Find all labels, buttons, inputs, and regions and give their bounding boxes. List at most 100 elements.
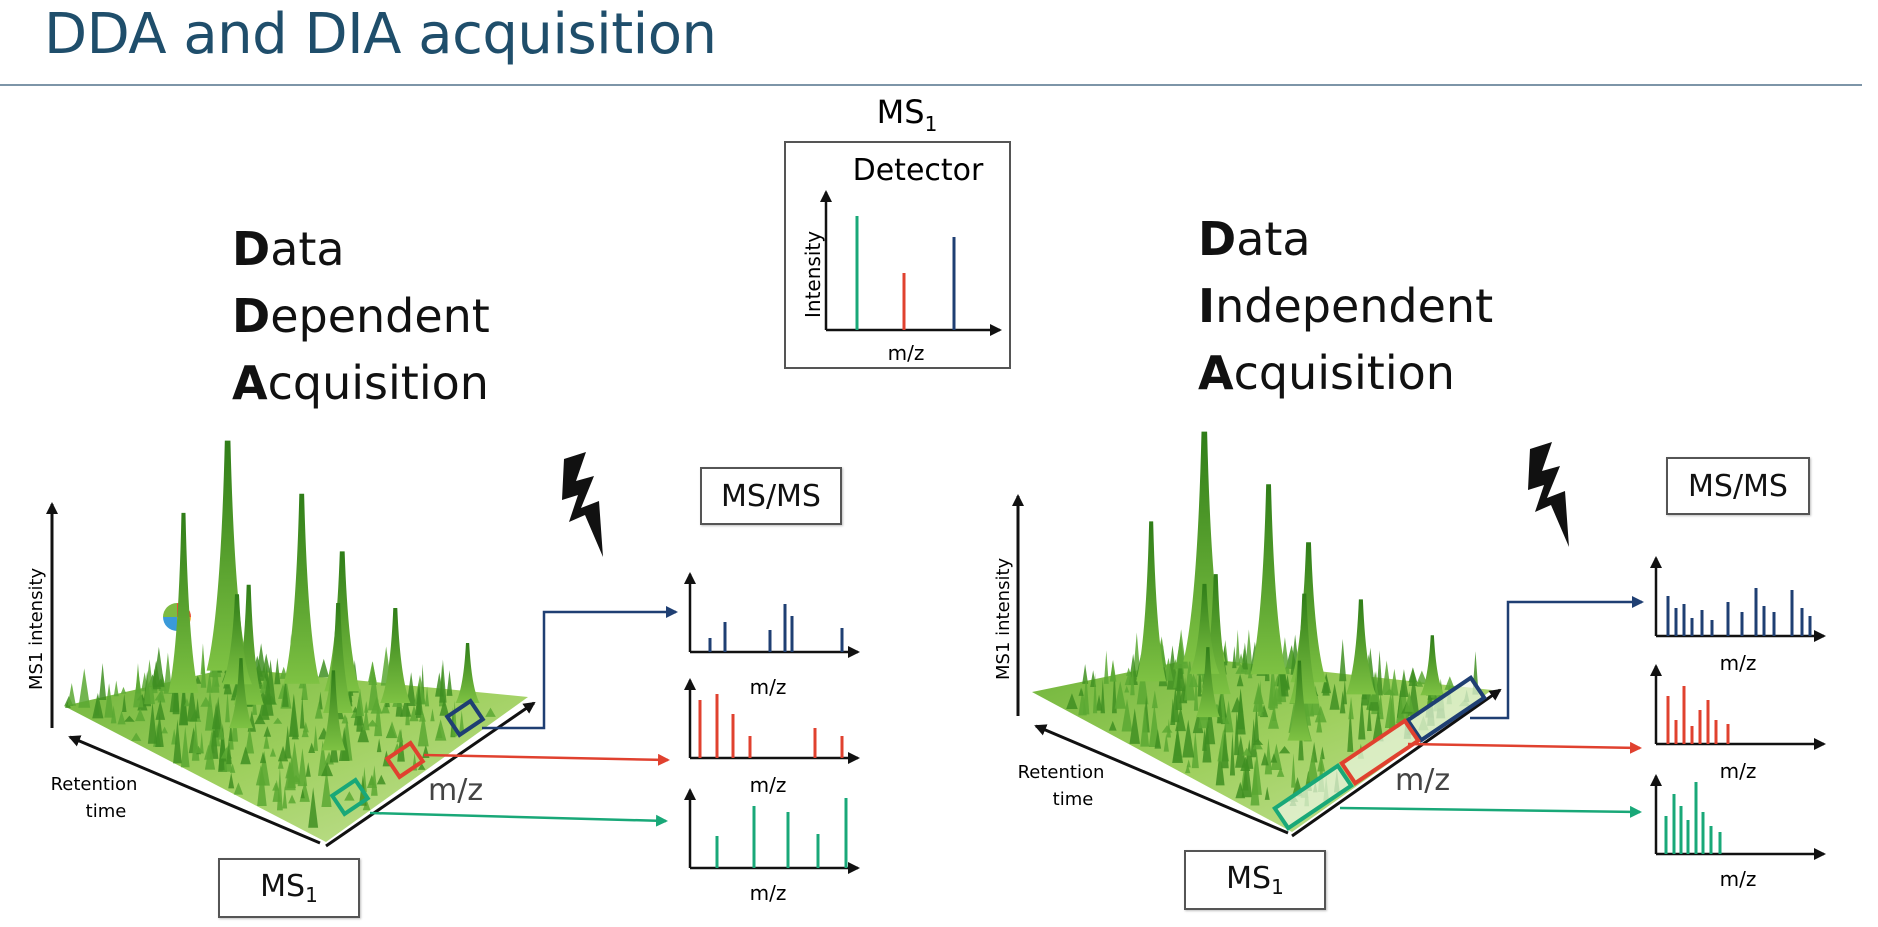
- dia-small-peak: [1108, 720, 1117, 731]
- dia-small-peak: [1242, 747, 1252, 756]
- dda-small-peak: [338, 726, 350, 761]
- dda-tall-peak: [168, 512, 199, 693]
- dia-small-peak: [1329, 683, 1340, 710]
- dda-small-peak: [228, 772, 235, 789]
- dia-tall-peak: [1189, 583, 1220, 674]
- dda-small-peak: [314, 701, 323, 719]
- dda-arrow-red: [423, 753, 670, 766]
- dia-small-peak: [1175, 706, 1186, 732]
- dia-small-peak: [1140, 705, 1150, 747]
- dia-small-peak: [1253, 703, 1260, 743]
- dda-small-peak: [223, 675, 232, 695]
- dia-tall-peak: [1250, 484, 1287, 675]
- dia-ms1-label: MS: [1226, 861, 1272, 896]
- dda-small-peak: [386, 721, 398, 739]
- dda-small-peak: [120, 686, 127, 694]
- dia-small-peak: [1171, 686, 1180, 723]
- dia-small-peak: [1372, 707, 1384, 742]
- dia-small-peak: [1191, 730, 1199, 769]
- dda-small-peak: [209, 720, 219, 759]
- dia-small-peak: [1232, 646, 1237, 669]
- dda-small-peak: [313, 725, 319, 751]
- dia-tall-peak: [1420, 635, 1445, 696]
- dda-ms1-subscript: 1: [305, 883, 318, 907]
- dda-small-peak: [144, 659, 155, 705]
- dda-window-blue: [444, 698, 486, 738]
- dda-small-peak: [117, 710, 126, 725]
- svg-text:MS1: MS1: [877, 93, 938, 136]
- dia-small-peak: [1376, 650, 1383, 696]
- dda-small-peak: [261, 677, 274, 716]
- dda-tall-peak: [221, 594, 252, 685]
- dda-small-peak: [371, 765, 378, 796]
- dda-small-peak: [228, 724, 233, 742]
- dia-small-peak: [1348, 696, 1354, 720]
- dia-small-peak: [1268, 707, 1279, 729]
- dia-arrow-green: [1339, 805, 1642, 818]
- dda-small-peak: [368, 661, 377, 683]
- dda-small-peak: [135, 708, 146, 722]
- dia-small-peak: [1176, 629, 1186, 665]
- dda-small-peak: [124, 715, 135, 722]
- dia-spectrum-red-xlabel: m/z: [1720, 759, 1757, 783]
- dia-small-peak: [1314, 705, 1327, 723]
- dda-small-peak: [305, 762, 311, 777]
- dda-small-peak: [430, 708, 435, 722]
- dda-ms1-box: MS1: [218, 858, 360, 918]
- dia-spectrum-green: [1650, 774, 1826, 860]
- dda-small-peak: [439, 698, 450, 716]
- dda-small-peak: [366, 719, 379, 727]
- dda-small-peak: [204, 740, 216, 770]
- dia-small-peak: [1163, 657, 1174, 681]
- detector-panel: MS1 Detector Intensity m/z: [784, 93, 1011, 369]
- dda-small-peak: [301, 725, 309, 738]
- dia-small-peak: [1278, 746, 1291, 754]
- dda-small-peak: [113, 680, 119, 697]
- dia-rt-label-2: time: [1053, 789, 1094, 810]
- dda-small-peak: [259, 751, 267, 764]
- dda-small-peak: [121, 693, 127, 712]
- dda-small-peak: [396, 729, 404, 743]
- dia-y-label: MS1 intensity: [993, 557, 1014, 680]
- dda-small-peak: [357, 722, 369, 743]
- dda-small-peak: [233, 782, 244, 795]
- dda-spectrum-red: [684, 678, 860, 764]
- dia-small-peak: [1270, 753, 1278, 763]
- dia-surface-peaks: [1066, 431, 1479, 807]
- dia-small-peak: [1444, 676, 1456, 690]
- dia-small-peak: [1166, 718, 1171, 738]
- dia-small-peak: [1215, 746, 1225, 786]
- dda-small-peak: [321, 768, 332, 807]
- dda-word-2: ependent: [270, 289, 490, 343]
- dia-small-peak: [1339, 690, 1346, 714]
- dia-small-peak: [1082, 672, 1090, 715]
- dda-small-peak: [240, 746, 251, 765]
- dia-small-peak: [1257, 679, 1263, 717]
- dia-small-peak: [1347, 707, 1354, 752]
- dia-small-peak: [1109, 659, 1117, 682]
- dia-small-peak: [1404, 691, 1414, 712]
- dia-small-peak: [1240, 756, 1251, 771]
- dia-small-peak: [1235, 781, 1246, 799]
- dda-small-peak: [282, 785, 288, 809]
- dda-small-peak: [415, 682, 424, 715]
- dda-small-peak: [284, 725, 292, 759]
- dda-small-peak: [263, 733, 270, 749]
- dda-small-peak: [282, 678, 289, 707]
- dda-small-peak: [288, 794, 296, 804]
- dda-small-peak: [419, 710, 426, 722]
- dia-ms1-subscript: 1: [1271, 875, 1284, 899]
- dia-small-peak: [1322, 674, 1330, 696]
- dia-small-peak: [1095, 694, 1103, 711]
- dda-small-peak: [297, 748, 308, 787]
- dda-small-peak: [67, 683, 76, 706]
- dda-tall-peak: [283, 493, 320, 684]
- dia-initial-1: D: [1198, 212, 1237, 266]
- dia-heading: Data Independent Acquisition: [1198, 206, 1493, 407]
- dia-word-3: cquisition: [1233, 346, 1455, 400]
- dda-small-peak: [154, 692, 166, 701]
- dda-small-peak: [406, 672, 416, 707]
- dda-small-peak: [206, 672, 213, 693]
- dda-small-peak: [255, 643, 267, 681]
- dda-small-peak: [225, 691, 230, 723]
